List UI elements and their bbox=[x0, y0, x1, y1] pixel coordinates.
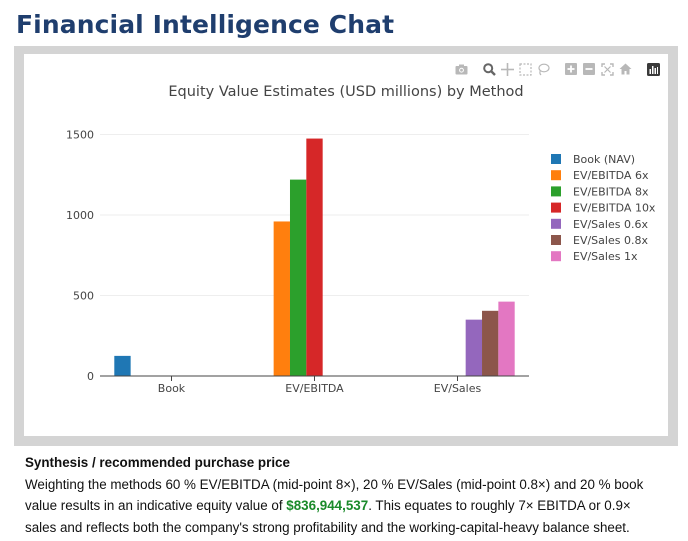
legend-swatch bbox=[551, 170, 561, 181]
bar-chart: Equity Value Estimates (USD millions) by… bbox=[66, 84, 656, 395]
zoom-in-icon[interactable] bbox=[564, 62, 578, 76]
equity-value-highlight: $836,944,537 bbox=[286, 498, 369, 513]
legend-swatch bbox=[551, 154, 561, 164]
legend-swatch bbox=[551, 235, 561, 245]
x-tick-label: EV/EBITDA bbox=[285, 382, 344, 395]
chart-title: Equity Value Estimates (USD millions) by… bbox=[168, 84, 523, 100]
legend-swatch bbox=[551, 186, 561, 197]
y-tick-label: 1500 bbox=[66, 129, 94, 142]
y-tick-label: 500 bbox=[73, 290, 94, 303]
synthesis-title: Synthesis / recommended purchase price bbox=[25, 455, 290, 470]
legend-label: EV/EBITDA 6x bbox=[573, 169, 649, 182]
legend-label: EV/Sales 1x bbox=[573, 250, 638, 263]
legend-swatch bbox=[551, 202, 561, 213]
legend-label: EV/EBITDA 8x bbox=[573, 185, 649, 198]
legend-label: EV/EBITDA 10x bbox=[573, 202, 656, 215]
box-select-icon[interactable] bbox=[518, 62, 532, 76]
synthesis-text-after: . This equates to roughly 7× EBITDA or 0… bbox=[25, 498, 631, 535]
bar bbox=[114, 355, 131, 376]
chart-modebar bbox=[454, 62, 660, 76]
plotly-logo-icon[interactable] bbox=[646, 62, 660, 76]
x-tick-label: Book bbox=[158, 382, 186, 395]
chart-card: Equity Value Estimates (USD millions) by… bbox=[24, 54, 668, 436]
bar bbox=[465, 319, 483, 376]
synthesis-text-before: Weighting the methods 60 % EV/EBITDA (mi… bbox=[25, 476, 644, 514]
pan-icon[interactable] bbox=[500, 62, 514, 76]
bar bbox=[306, 138, 323, 376]
legend-label: EV/Sales 0.6x bbox=[573, 218, 648, 231]
lasso-icon[interactable] bbox=[536, 62, 550, 76]
zoom-out-icon[interactable] bbox=[582, 62, 596, 76]
autoscale-icon[interactable] bbox=[600, 62, 614, 76]
bar bbox=[289, 179, 307, 376]
legend-label: EV/Sales 0.8x bbox=[573, 234, 648, 247]
synthesis-text: Weighting the methods 60 % EV/EBITDA (mi… bbox=[25, 474, 655, 539]
y-tick-label: 0 bbox=[87, 370, 94, 383]
home-icon[interactable] bbox=[618, 62, 632, 76]
app-title: Financial Intelligence Chat bbox=[16, 10, 395, 39]
camera-icon[interactable] bbox=[454, 62, 468, 76]
bar bbox=[273, 221, 290, 376]
legend-swatch bbox=[551, 218, 561, 229]
legend-swatch bbox=[551, 251, 561, 262]
synthesis-section: Synthesis / recommended purchase price W… bbox=[25, 452, 655, 538]
legend-label: Book (NAV) bbox=[573, 153, 635, 166]
y-tick-label: 1000 bbox=[66, 209, 94, 222]
zoom-icon[interactable] bbox=[482, 62, 496, 76]
chart-panel: Equity Value Estimates (USD millions) by… bbox=[14, 46, 678, 446]
bar bbox=[498, 301, 515, 376]
bar bbox=[482, 310, 499, 376]
x-tick-label: EV/Sales bbox=[434, 382, 482, 395]
